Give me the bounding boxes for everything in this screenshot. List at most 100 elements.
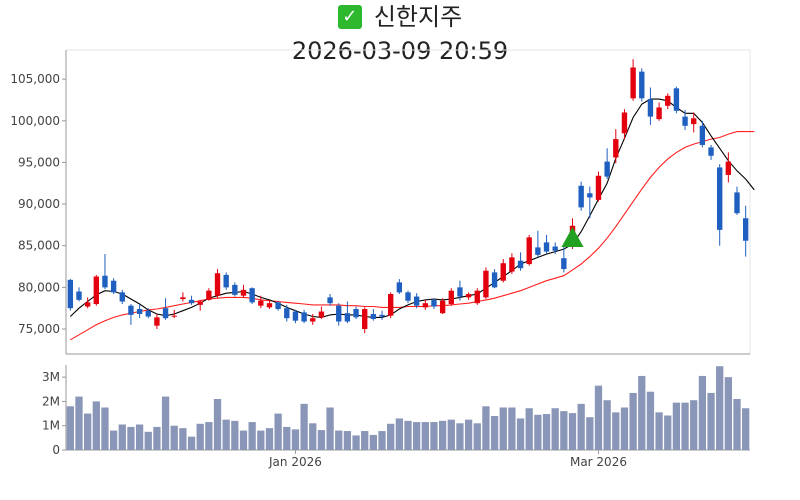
candle-body <box>379 314 385 317</box>
candle-body <box>362 309 368 330</box>
volume-bar <box>534 414 542 450</box>
date-tick-label: Mar 2026 <box>570 455 627 469</box>
candle-body <box>292 311 299 321</box>
volume-bar <box>646 391 655 450</box>
check-mark-icon: ✓ <box>337 5 362 29</box>
price-tick-label: 75,000 <box>18 322 60 336</box>
candle-body <box>621 112 628 134</box>
volume-bar <box>551 408 559 450</box>
price-tick-label: 85,000 <box>18 239 60 253</box>
volume-bar <box>283 426 291 450</box>
volume-tick-label: 2M <box>42 394 60 408</box>
candle-body <box>197 301 203 305</box>
candle-body <box>128 305 134 315</box>
volume-bar <box>361 431 369 450</box>
candle-body <box>110 280 117 293</box>
volume-bar <box>716 366 724 450</box>
volume-bar <box>655 412 663 450</box>
ma-short-line <box>69 98 755 318</box>
volume-bar <box>118 424 126 450</box>
volume-tick-label: 1M <box>42 419 60 433</box>
volume-bar <box>525 408 533 450</box>
volume-bar <box>577 403 585 450</box>
candle-body <box>284 308 290 319</box>
candle-body <box>76 291 82 300</box>
volume-bar <box>326 407 334 450</box>
volume-bar <box>84 413 92 450</box>
candle-body <box>301 312 307 322</box>
volume-bar <box>482 406 490 450</box>
candle-body <box>136 309 143 315</box>
volume-bar <box>516 418 525 450</box>
candle-body <box>682 116 688 126</box>
volume-bar <box>352 435 360 450</box>
volume-bar <box>369 434 378 450</box>
candle-body <box>734 192 740 214</box>
candle-body <box>318 311 325 318</box>
candle-body <box>639 71 645 99</box>
volume-bar <box>395 418 403 450</box>
candle-body <box>154 317 160 326</box>
volume-bar <box>560 411 568 450</box>
volume-bar <box>317 430 326 450</box>
candle-body <box>119 292 125 302</box>
price-tick-label: 95,000 <box>18 155 60 169</box>
candle-body <box>517 260 524 269</box>
candle-body <box>162 308 169 319</box>
candle-body <box>171 315 177 317</box>
candle-body <box>93 276 99 305</box>
candle-body <box>500 263 506 281</box>
candle-body <box>387 294 394 316</box>
volume-bar <box>733 399 741 450</box>
volume-bar <box>638 375 646 450</box>
volume-bar <box>127 426 135 450</box>
candle-body <box>431 299 437 307</box>
candle-body <box>630 67 636 99</box>
candle-body <box>353 309 359 318</box>
candle-body <box>483 270 489 298</box>
volume-bar <box>161 396 170 450</box>
datetime-label: 2026-03-09 20:59 <box>291 37 509 65</box>
volume-bar <box>421 422 429 450</box>
volume-bar <box>594 385 603 450</box>
volume-bar <box>542 414 551 450</box>
volume-tick-label: 0 <box>52 443 60 457</box>
buy-signal-marker <box>561 227 584 248</box>
volume-bar <box>464 419 473 450</box>
candle-body <box>188 299 195 304</box>
candle-body <box>310 318 316 322</box>
volume-bar <box>430 422 438 450</box>
candle-body <box>344 313 351 322</box>
candle-body <box>552 246 558 251</box>
candle-body <box>725 161 732 175</box>
volume-bar <box>681 402 689 450</box>
volume-bar <box>473 423 481 450</box>
stock-name: 신한지주 <box>373 3 463 31</box>
candle-body <box>413 296 420 306</box>
volume-bar <box>586 417 594 450</box>
candle-body <box>266 303 273 308</box>
price-tick-label: 80,000 <box>18 280 60 294</box>
candle-body <box>370 314 377 320</box>
volume-bar <box>603 400 611 450</box>
volume-bar <box>612 412 620 450</box>
candle-body <box>422 303 429 308</box>
volume-bar <box>135 424 144 450</box>
chart-title: ✓ 신한지주 2026-03-09 20:59 <box>0 0 800 68</box>
candle-body <box>665 95 671 106</box>
candle-body <box>535 247 541 255</box>
candle-body <box>474 290 480 304</box>
volume-bar <box>170 425 178 450</box>
price-panel-frame <box>65 49 751 355</box>
candle-body <box>214 273 221 296</box>
volume-bar <box>413 422 421 450</box>
volume-bar <box>490 416 499 450</box>
volume-bar <box>698 375 707 450</box>
candle-body <box>526 237 532 265</box>
candle-body <box>613 139 619 158</box>
candle-body <box>275 302 281 310</box>
volume-bar <box>499 407 507 450</box>
candle-body <box>145 310 151 317</box>
volume-bar <box>92 401 100 450</box>
volume-bar <box>196 423 204 450</box>
